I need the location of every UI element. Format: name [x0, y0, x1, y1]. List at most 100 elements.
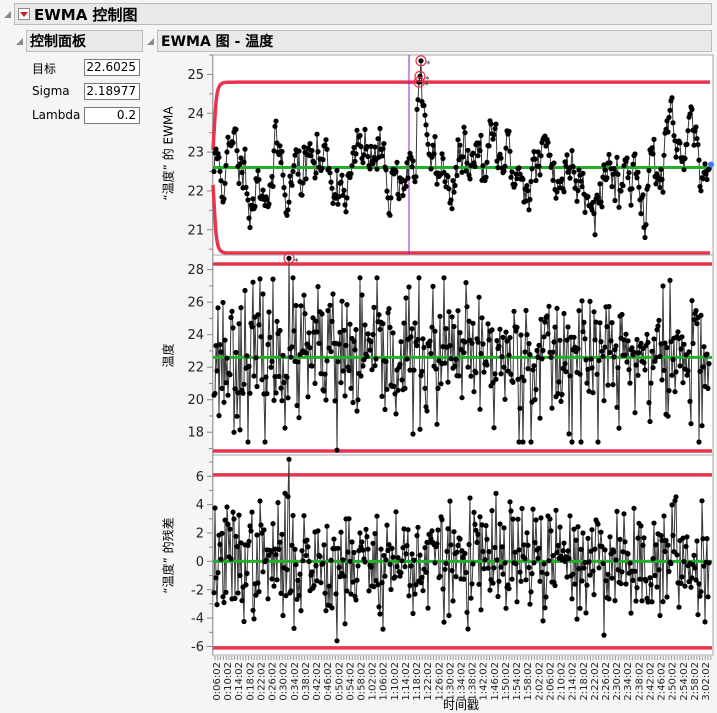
- y-tick-label: 22: [187, 361, 204, 376]
- x-tick-label: 0:50:02: [334, 662, 345, 701]
- x-tick-label: 1:26:02: [434, 662, 445, 701]
- x-tick-label: 2:10:02: [557, 662, 568, 701]
- x-tick-label: 0:26:02: [268, 662, 279, 701]
- test-fail-marker: *: [424, 81, 429, 91]
- sigma-label: Sigma: [32, 84, 70, 98]
- x-tick-label: 1:42:02: [479, 662, 490, 701]
- current-point-marker: [708, 161, 714, 168]
- test-fail-marker: *: [425, 75, 430, 85]
- test-fail-marker: *: [294, 257, 299, 267]
- x-tick-label: 1:58:02: [523, 662, 534, 701]
- x-tick-label: 2:46:02: [657, 662, 668, 701]
- y-tick-label: 18: [187, 426, 204, 441]
- x-tick-label: 0:14:02: [234, 662, 245, 701]
- y-tick-label: 4: [196, 498, 204, 513]
- out-of-control-flag[interactable]: [283, 252, 295, 264]
- lcl-line: [211, 184, 710, 255]
- x-tick-label: 2:42:02: [645, 662, 656, 701]
- y-tick-label: 0: [196, 555, 204, 570]
- x-tick-label: 2:58:02: [690, 662, 701, 701]
- x-tick-label: 0:06:02: [212, 662, 223, 701]
- y-tick-label: 20: [187, 393, 204, 408]
- chart-panel-1[interactable]: 18 20 22 24 26 28 *: [187, 252, 714, 456]
- x-tick-label: 0:46:02: [323, 662, 334, 701]
- lambda-field[interactable]: 0.2: [84, 107, 140, 124]
- control-panel-collapse-icon[interactable]: [16, 38, 23, 45]
- y-tick-label: -6: [191, 640, 204, 655]
- lambda-label: Lambda: [32, 108, 81, 122]
- test-fail-marker: *: [426, 60, 431, 70]
- x-tick-label: 0:38:02: [301, 662, 312, 701]
- x-tick-label: 2:34:02: [623, 662, 634, 701]
- x-tick-label: 2:02:02: [534, 662, 545, 701]
- y-tick-label: -2: [191, 583, 204, 598]
- x-tick-label: 1:34:02: [457, 662, 468, 701]
- x-tick-label: 0:30:02: [279, 662, 290, 701]
- x-tick-label: 2:50:02: [668, 662, 679, 701]
- out-of-control-flag[interactable]: [413, 76, 425, 88]
- ucl-line: [211, 80, 711, 151]
- x-tick-label: 2:38:02: [634, 662, 645, 701]
- x-tick-label: 1:10:02: [390, 662, 401, 701]
- y-tick-label: -4: [191, 612, 204, 627]
- y-tick-label: 6: [196, 470, 204, 485]
- x-tick-label: 1:54:02: [512, 662, 523, 701]
- y-tick-label: 23: [187, 146, 204, 161]
- out-of-control-flag[interactable]: [415, 55, 427, 67]
- x-tick-label: 2:54:02: [679, 662, 690, 701]
- target-label: 目标: [32, 62, 57, 76]
- x-tick-label: 1:18:02: [412, 662, 423, 701]
- x-tick-label: 1:38:02: [468, 662, 479, 701]
- x-tick-label: 2:18:02: [579, 662, 590, 701]
- x-tick-label: 1:06:02: [379, 662, 390, 701]
- x-tick-label: 2:06:02: [545, 662, 556, 701]
- y-tick-label: 21: [187, 223, 204, 238]
- data-points[interactable]: [211, 255, 712, 453]
- x-tick-label: 0:10:02: [223, 662, 234, 701]
- chart-section-header: EWMA 图 - 温度: [157, 30, 712, 52]
- control-panel-title: 控制面板: [30, 34, 86, 50]
- x-tick-label: 0:18:02: [245, 662, 256, 701]
- y-tick-label: 2: [196, 527, 204, 542]
- x-tick-label: 1:02:02: [368, 662, 379, 701]
- y-tick-label: 22: [187, 184, 204, 199]
- y-tick-label: 26: [187, 296, 204, 311]
- chart-panel-2[interactable]: -6 -4 -2 0 2 4 6: [191, 454, 714, 656]
- chart-collapse-icon[interactable]: [147, 38, 154, 45]
- x-tick-label: 0:58:02: [356, 662, 367, 701]
- report-title: EWMA 控制图: [34, 5, 138, 24]
- x-tick-label: 0:42:02: [312, 662, 323, 701]
- x-tick-label: 2:26:02: [601, 662, 612, 701]
- outline-collapse-icon[interactable]: [4, 11, 11, 18]
- data-points[interactable]: [211, 456, 712, 644]
- x-tick-label: 2:22:02: [590, 662, 601, 701]
- x-tick-label: 2:14:02: [568, 662, 579, 701]
- chart-section-title: EWMA 图 - 温度: [161, 34, 274, 50]
- x-tick-label: 1:46:02: [490, 662, 501, 701]
- x-axis: 0:06:02 0:10:02 0:14:02 0:18:02 0:22:02 0:26:…: [212, 656, 712, 701]
- x-tick-label: 0:22:02: [256, 662, 267, 701]
- y-tick-label: 28: [187, 263, 204, 278]
- target-field[interactable]: 22.6025: [84, 59, 140, 76]
- out-of-control-flag[interactable]: [414, 70, 426, 82]
- red-triangle-menu-icon[interactable]: [18, 8, 30, 20]
- series-line: [213, 258, 710, 451]
- x-tick-label: 2:30:02: [612, 662, 623, 701]
- x-axis-label: 时间戳: [443, 698, 480, 712]
- x-tick-label: 0:34:02: [290, 662, 301, 701]
- y-tick-label: 24: [187, 107, 204, 122]
- x-tick-label: 1:50:02: [501, 662, 512, 701]
- y-tick-label: 25: [187, 68, 204, 83]
- x-tick-label: 1:14:02: [401, 662, 412, 701]
- control-panel-header: 控制面板: [26, 30, 143, 52]
- report-header: EWMA 控制图: [14, 3, 712, 25]
- y-tick-label: 24: [187, 328, 204, 343]
- x-tick-label: 1:22:02: [423, 662, 434, 701]
- sigma-field[interactable]: 2.18977: [84, 83, 140, 100]
- x-tick-label: 3:02:02: [701, 662, 712, 701]
- data-points[interactable]: [211, 58, 712, 241]
- x-tick-label: 1:30:02: [445, 662, 456, 701]
- x-tick-label: 0:54:02: [345, 662, 356, 701]
